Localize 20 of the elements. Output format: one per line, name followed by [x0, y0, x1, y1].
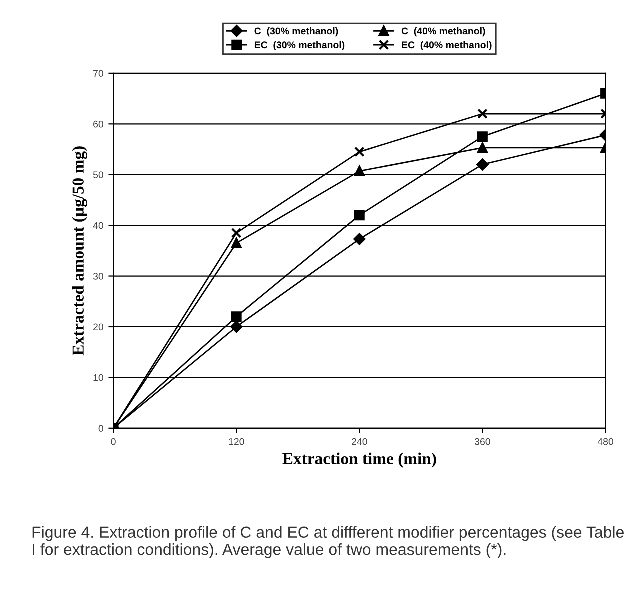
legend-label: C (30% methanol): [254, 28, 338, 37]
y-tick-label: 30: [93, 273, 104, 280]
y-tick-label: 40: [93, 222, 104, 230]
x-tick-label: 480: [598, 438, 614, 446]
legend-label: C (40% methanol): [402, 28, 486, 37]
x-tick-label: 360: [474, 438, 490, 446]
y-tick-label: 70: [94, 70, 104, 78]
x-axis-title: Extraction time (min): [282, 452, 436, 468]
y-tick-label: 50: [93, 172, 104, 178]
y-axis-title: Extracted amount (µg/50 mg): [72, 146, 88, 356]
legend-label: EC (30% methanol): [254, 41, 345, 50]
y-tick-label: 60: [94, 120, 104, 128]
caption: Figure 4. Extraction profile of C and EC at diffferent modifier percentages (see Table I for extraction conditions). Average value of two measurements (*).: [32, 526, 624, 558]
y-tick-label: 10: [94, 374, 104, 382]
legend-label: EC (40% methanol): [402, 41, 492, 50]
x-tick-label: 0: [111, 438, 116, 446]
x-tick-label: 120: [229, 438, 244, 446]
y-tick-label: 20: [94, 324, 104, 331]
y-tick-label: 0: [98, 425, 104, 432]
x-tick-label: 240: [352, 438, 368, 446]
